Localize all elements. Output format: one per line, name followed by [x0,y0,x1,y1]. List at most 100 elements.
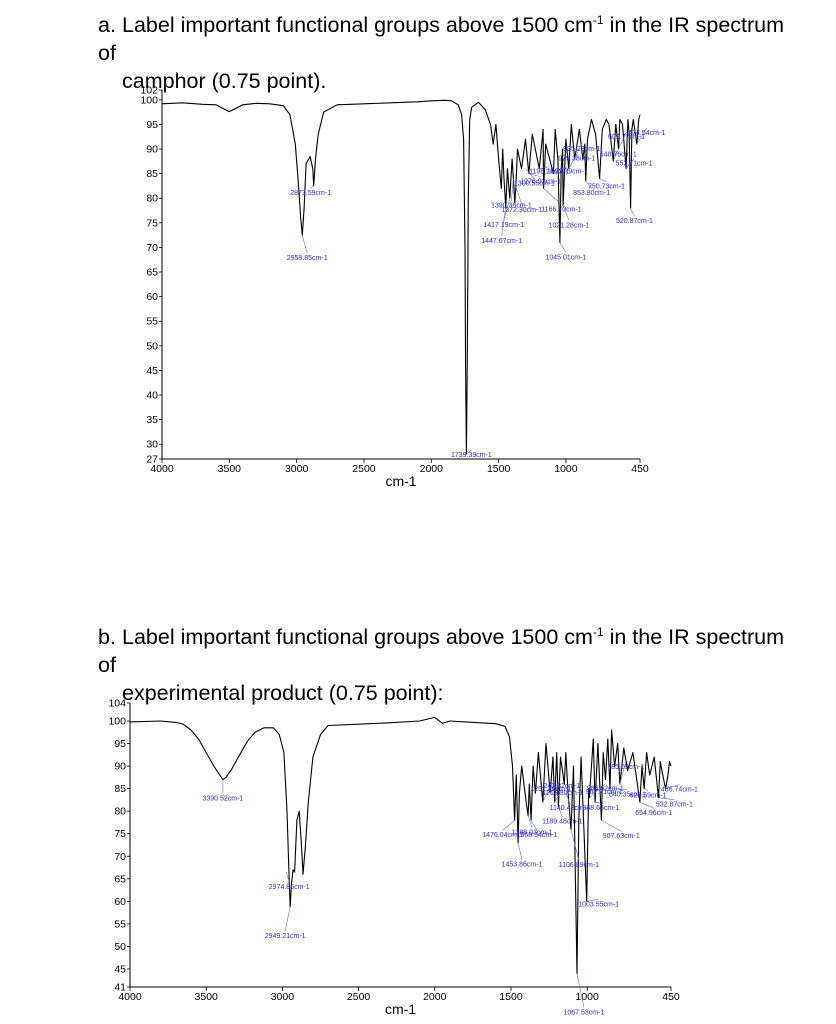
peak-leader [594,801,602,804]
peak-label: 967.21cm-1 [586,789,623,796]
peak-leader [502,819,515,831]
question-b-line2: experimental product (0.75 point): [122,681,444,706]
y-tick-label: 55 [114,918,126,930]
peak-label: 948.65cm-1 [583,805,620,812]
peak-leader [592,786,605,794]
peak-leader [585,180,592,189]
peak-leader [511,178,514,201]
peak-label: 654.96cm-1 [635,810,672,817]
y-tick-label: 102 [140,85,158,97]
peak-label: 2958.85cm-1 [287,255,328,262]
y-tick-label: 100 [108,716,126,728]
peak-leader [530,820,538,831]
peak-leader [611,788,628,790]
question-a-line1-tail: in the IR spectrum of [98,13,785,66]
question-b-sup: -1 [592,625,604,639]
peak-leader [601,819,622,832]
x-tick-label: 4000 [118,991,142,1003]
peak-label: 1417.19cm-1 [483,222,524,229]
peak-label: 1372.30cm-1 [501,207,542,214]
x-tick-label: 450 [631,463,649,475]
peak-label: 785.69cm-1 [607,764,644,771]
peak-label: 1093.79cm-1 [547,169,588,176]
peak-leader [568,153,577,169]
peak-label: 1453.86cm-1 [502,862,543,869]
x-tick-label: 4000 [150,463,174,475]
peak-label: 853.80cm-1 [573,190,610,197]
peak-leader [576,973,585,1008]
y-tick-label: 75 [146,217,158,229]
peak-label: 1198.28cm-1 [529,169,569,176]
y-tick-label: 27 [146,454,158,466]
x-tick-label: 3500 [218,463,242,475]
peak-leader [553,166,568,174]
y-tick-label: 70 [114,851,126,863]
peak-leader [625,158,635,169]
y-tick-label: 45 [114,963,126,975]
peak-label: 1243.82cm-1 [540,783,581,790]
peak-label: 840.35cm-1 [609,792,646,799]
y-tick-label: 45 [146,365,158,377]
y-tick-label: 90 [114,761,126,773]
peak-label: 1368.54cm-1 [517,832,558,839]
peak-label: 935.28cm-1 [563,146,600,153]
peak-leader [501,208,506,237]
y-tick-label: 80 [146,193,158,205]
peak-label: 1106.89cm-1 [559,862,599,869]
peak-leader [549,780,561,794]
peak-label: 2873.59cm-1 [290,190,331,197]
x-tick-label: 2500 [352,463,376,475]
peak-leader [619,762,627,785]
peak-leader [586,899,599,902]
peak-label: 1291.36cm-1 [530,786,571,793]
peak-leader [539,166,550,170]
x-tick-label: 2500 [347,991,371,1003]
peak-label: 1045.01cm-1 [545,255,586,262]
y-tick-label: 95 [114,738,126,750]
question-b-line1-tail: in the IR spectrum of [98,625,785,678]
question-a-sup: -1 [592,13,604,27]
y-tick-label: 65 [146,267,158,279]
peak-label: 532.87cm-1 [656,802,693,809]
peak-label: 3390.52cm-1 [202,796,243,803]
peak-label: 1166.70cm-1 [541,206,581,213]
question-b-letter: b. [98,625,116,650]
peak-label: 2949.21cm-1 [265,933,306,940]
peak-label: 1213.30cm-1 [542,790,583,797]
peak-leader [570,829,580,861]
y-tick-label: 41 [114,982,126,994]
question-b-line1: Label important functional groups above … [122,625,593,650]
peak-label: 979.38cm-1 [558,156,595,163]
x-tick-label: 1000 [554,463,578,475]
question-a: a. Label important functional groups abov… [98,6,798,95]
peak-leader [542,784,552,803]
peak-leader [618,131,627,150]
y-tick-label: 65 [114,873,126,885]
peak-leader [658,797,675,800]
peak-label: 553.71cm-1 [616,161,653,168]
question-b: b. Label important functional groups abov… [98,618,798,707]
x-tick-label: 1500 [499,991,523,1003]
peak-leader [574,143,582,160]
peak-leader [612,149,619,162]
spectrum-line [129,716,672,975]
y-tick-label: 75 [114,828,126,840]
question-a-letter: a. [98,13,116,38]
y-tick-label: 95 [146,119,158,131]
x-tick-label: 450 [662,991,680,1003]
y-tick-label: 100 [140,94,158,106]
peak-label: 1390.36cm-1 [491,203,532,210]
y-tick-label: 30 [146,439,158,451]
peak-leader [301,235,308,254]
peak-label: 1189.48cm-1 [542,819,582,826]
x-tick-label: 3000 [285,463,309,475]
peak-leader [284,906,291,931]
peak-leader [310,185,314,189]
peak-label: 486.74cm-1 [661,787,698,794]
peak-leader [503,198,511,221]
peak-leader [543,188,562,205]
y-tick-label: 80 [114,806,126,818]
peak-label: 1276.92cm-1 [520,179,561,186]
